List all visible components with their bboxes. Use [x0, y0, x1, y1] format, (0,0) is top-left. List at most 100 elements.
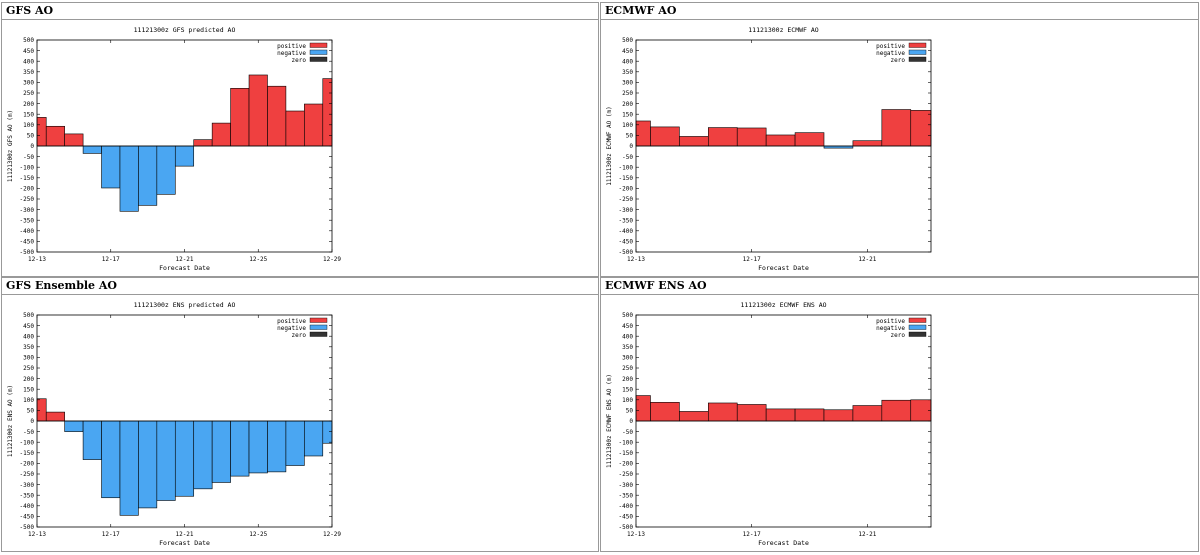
- panel-heading: GFS AO: [2, 3, 598, 20]
- y-tick-label: -500: [20, 524, 35, 531]
- x-tick-label: 12-25: [249, 531, 267, 538]
- x-tick-label: 12-17: [102, 256, 120, 263]
- y-tick-label: -200: [619, 186, 634, 193]
- y-tick-label: -150: [619, 450, 634, 457]
- y-tick-label: -50: [23, 154, 34, 161]
- bar: [679, 411, 709, 422]
- y-tick-label: 300: [23, 80, 34, 87]
- bar: [304, 103, 324, 147]
- y-tick-label: -250: [20, 196, 35, 203]
- y-tick-label: 350: [622, 344, 633, 351]
- y-tick-label: 200: [622, 376, 633, 383]
- gfs-ao-chart: 11121300z GFS predicted AO50045040035030…: [7, 26, 341, 272]
- panel-gfs-ensemble-ao: GFS Ensemble AO 11121300z ENS predicted …: [1, 277, 599, 552]
- gfs-ensemble-ao-chart: 11121300z ENS predicted AO50045040035030…: [7, 301, 341, 547]
- panel-heading: ECMWF ENS AO: [601, 278, 1198, 295]
- panel-gfs-ao: GFS AO 11121300z GFS predicted AO 500 450 4…: [1, 2, 599, 277]
- legend-swatch: [309, 49, 328, 55]
- y-tick-label: 100: [622, 397, 633, 404]
- y-tick-label: -150: [619, 175, 634, 182]
- y-tick-label: 0: [30, 418, 34, 425]
- panel-heading: GFS Ensemble AO: [2, 278, 598, 295]
- x-tick-label: 12-29: [323, 256, 341, 263]
- y-tick-label: -250: [20, 471, 35, 478]
- y-tick-label: 50: [626, 133, 634, 140]
- bar: [64, 133, 84, 147]
- legend-label: positive: [277, 318, 306, 325]
- bar: [794, 408, 825, 422]
- bar: [119, 420, 139, 516]
- y-tick-label: -150: [20, 450, 35, 457]
- legend-swatch: [908, 49, 927, 55]
- bar: [322, 420, 333, 444]
- y-tick-label: -200: [20, 461, 35, 468]
- bar: [635, 395, 651, 422]
- y-tick-label: -50: [622, 154, 633, 161]
- chart-title: 11121300z ECMWF ENS AO: [740, 301, 826, 309]
- legend-swatch: [309, 324, 328, 330]
- y-tick-label: -450: [20, 514, 35, 521]
- y-tick-label: -300: [619, 482, 634, 489]
- y-axis-label: 11121300z GFS AO (m): [7, 110, 14, 182]
- bar: [211, 122, 231, 147]
- bar: [156, 420, 176, 501]
- y-tick-label: 450: [23, 323, 34, 330]
- y-tick-label: -350: [20, 217, 35, 224]
- y-tick-label: -100: [20, 164, 35, 171]
- bar: [174, 420, 195, 497]
- legend-label: negative: [876, 50, 905, 57]
- legend-swatch: [908, 42, 927, 48]
- x-tick-label: 12-21: [858, 531, 876, 538]
- y-tick-label: 400: [23, 333, 34, 340]
- bar: [119, 145, 139, 212]
- legend-label: zero: [891, 57, 906, 64]
- y-tick-label: 0: [30, 143, 34, 150]
- bar: [267, 420, 287, 473]
- ecmwf-ens-ao-chart: 11121300z ECMWF ENS AO500450400350300250…: [606, 301, 932, 547]
- y-tick-label: -500: [619, 524, 634, 531]
- x-tick-label: 12-13: [28, 256, 46, 263]
- bar: [736, 127, 767, 147]
- bar: [679, 136, 709, 147]
- y-tick-label: -50: [23, 429, 34, 436]
- y-tick-label: -350: [619, 492, 634, 499]
- y-tick-label: -450: [619, 514, 634, 521]
- y-tick-label: 450: [23, 48, 34, 55]
- y-tick-label: 400: [23, 58, 34, 65]
- y-tick-label: 100: [23, 122, 34, 129]
- legend-swatch: [309, 331, 328, 337]
- y-tick-label: 100: [23, 397, 34, 404]
- y-tick-label: 350: [23, 69, 34, 76]
- bar: [36, 398, 47, 422]
- bar: [910, 110, 932, 147]
- chart-title: 11121300z GFS predicted AO: [134, 26, 236, 34]
- y-tick-label: 450: [622, 323, 633, 330]
- bar: [193, 139, 213, 147]
- y-tick-label: 150: [622, 111, 633, 118]
- y-tick-label: 50: [626, 408, 634, 415]
- bar: [823, 409, 854, 422]
- bar: [322, 78, 333, 147]
- bar: [101, 145, 121, 189]
- legend-label: negative: [277, 325, 306, 332]
- y-tick-label: 400: [622, 58, 633, 65]
- y-tick-label: 300: [622, 80, 633, 87]
- y-tick-label: -450: [619, 239, 634, 246]
- chart-title: 11121300z ENS predicted AO: [134, 301, 236, 309]
- y-tick-label: -400: [619, 228, 634, 235]
- bar: [650, 126, 680, 147]
- legend-swatch: [908, 331, 927, 337]
- x-tick-label: 12-17: [743, 256, 761, 263]
- y-tick-label: 0: [629, 143, 633, 150]
- bar: [138, 145, 158, 206]
- y-axis-label: 11121300z ECMWF ENS AO (m): [606, 374, 613, 468]
- bar: [285, 420, 305, 466]
- y-tick-label: 500: [622, 37, 633, 44]
- y-tick-label: 150: [23, 111, 34, 118]
- panel-ecmwf-ao: ECMWF AO 11121300z ECMWF AO 500 450 400 350 3…: [600, 2, 1199, 277]
- legend-swatch: [908, 324, 927, 330]
- y-tick-label: -100: [619, 164, 634, 171]
- chart-title: 11121300z ECMWF AO: [748, 26, 819, 34]
- bar: [910, 399, 932, 422]
- bar: [794, 132, 825, 147]
